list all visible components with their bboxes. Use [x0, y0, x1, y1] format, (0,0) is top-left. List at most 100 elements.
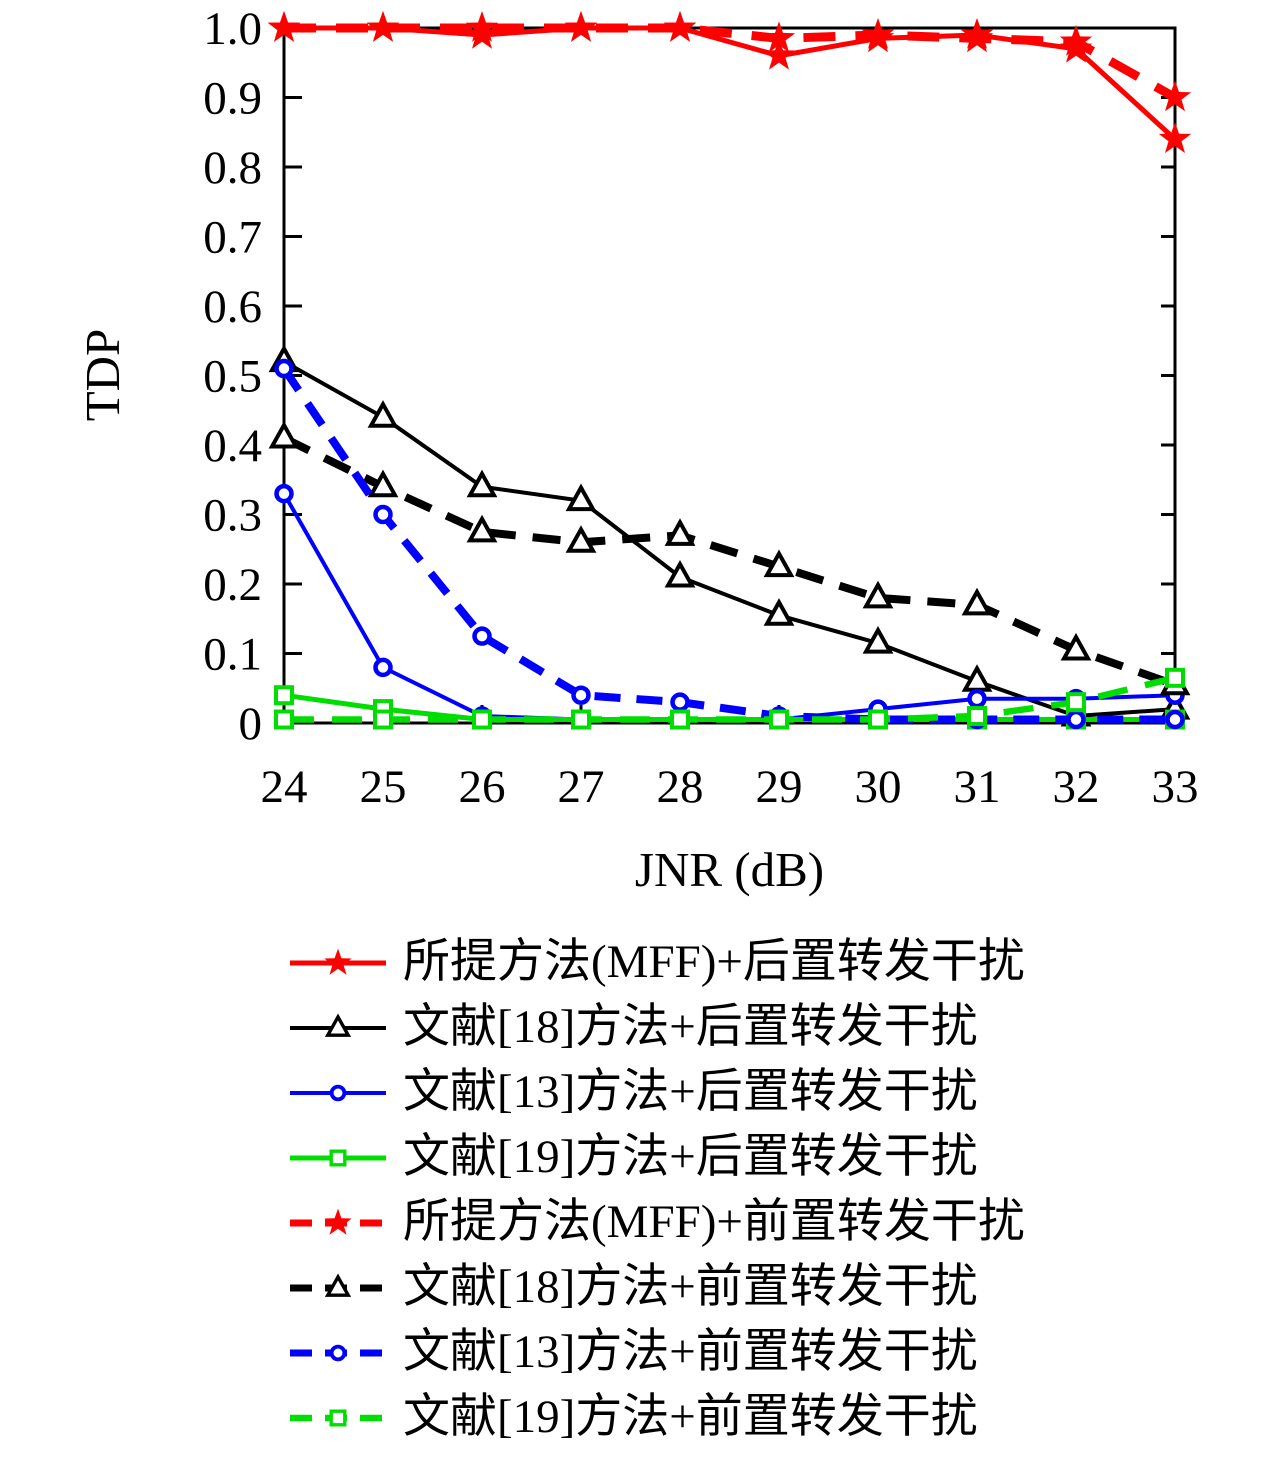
triangle-marker [862, 580, 894, 609]
star-marker [465, 11, 499, 42]
plot-border [282, 26, 1177, 725]
triangle-marker [565, 483, 597, 512]
legend-label: 文献[18]方法+前置转发干扰 [403, 1261, 978, 1313]
triangle-marker [324, 1012, 352, 1037]
square-marker [329, 1409, 347, 1427]
square-marker [373, 709, 393, 730]
triangle-marker [1060, 632, 1092, 661]
series-line [282, 492, 1176, 722]
series-solid-triangle [268, 344, 1191, 727]
triangle-marker [367, 469, 399, 498]
star-marker [1158, 122, 1192, 153]
square-marker [1066, 692, 1086, 713]
star-marker [564, 11, 598, 42]
x-axis-title: JNR (dB) [635, 842, 824, 897]
tdp-vs-jnr-chart: 0 0.1 0.2 0.3 0.4 0.5 0.6 0.7 0.8 0.9 1.0 24 25 26 27 2… [75, 3, 1199, 897]
legend-sample-dashed-square [290, 1409, 386, 1427]
x-tick-label: 30 [855, 761, 902, 813]
legend-sample-dashed-star [290, 1208, 386, 1235]
legend-item-0: 所提方法(MFF)+后置转发干扰 [288, 930, 1025, 995]
star-marker [762, 21, 796, 53]
x-tick-label: 31 [954, 761, 1001, 813]
triangle-marker [763, 598, 795, 626]
square-marker [670, 709, 690, 730]
legend-label: 文献[13]方法+后置转发干扰 [403, 1066, 978, 1118]
legend-sample-solid-star [290, 948, 386, 975]
star-marker [324, 1208, 352, 1235]
y-tick-label: 0.5 [203, 351, 262, 403]
y-tick-label: 0.9 [203, 73, 262, 125]
triangle-marker [664, 518, 696, 546]
square-marker [769, 709, 789, 730]
legend-label: 文献[18]方法+后置转发干扰 [403, 1001, 978, 1053]
legend-item-7: 文献[19]方法+前置转发干扰 [288, 1385, 1025, 1450]
x-tick-label: 25 [360, 761, 407, 813]
circle-marker [571, 685, 591, 705]
y-tick-label: 0.7 [203, 212, 262, 264]
series-dashed-square [274, 667, 1185, 730]
legend-item-6: 文献[13]方法+前置转发干扰 [288, 1320, 1025, 1385]
circle-marker [1165, 709, 1185, 730]
star-marker [960, 21, 994, 53]
series-line [283, 359, 1176, 719]
series-dashed-circle [274, 358, 1185, 730]
y-tick-label: 0.1 [203, 629, 262, 681]
series-line [282, 434, 1177, 689]
star-marker [861, 18, 895, 49]
triangle-marker [466, 514, 498, 543]
triangle-marker [664, 559, 696, 588]
circle-marker [274, 483, 294, 504]
circle-marker [670, 692, 690, 712]
square-marker [1165, 667, 1185, 688]
x-tick-label: 24 [261, 761, 308, 813]
triangle-marker [466, 469, 498, 498]
star-marker [1158, 80, 1192, 112]
x-tick-label: 26 [459, 761, 506, 813]
x-tick-label: 29 [756, 761, 803, 813]
star-marker [267, 11, 301, 42]
series-solid-circle [274, 483, 1185, 730]
legend-item-4: 所提方法(MFF)+前置转发干扰 [288, 1190, 1025, 1255]
circle-marker [967, 688, 987, 709]
x-tick-label: 27 [558, 761, 605, 813]
x-tick-label: 28 [657, 761, 704, 813]
triangle-marker [565, 525, 597, 553]
square-marker [967, 706, 987, 727]
y-tick-label: 0 [239, 698, 263, 750]
x-tick-label: 32 [1053, 761, 1100, 813]
series-line [280, 366, 1175, 724]
series-dashed-triangle [268, 420, 1191, 696]
legend-item-3: 文献[19]方法+后置转发干扰 [288, 1125, 1025, 1190]
legend-label: 文献[13]方法+前置转发干扰 [403, 1326, 978, 1378]
y-tick-label: 0.4 [203, 420, 262, 472]
circle-marker [329, 1344, 347, 1361]
star-marker [663, 11, 697, 42]
series-line [284, 23, 1178, 102]
legend-sample-solid-triangle [290, 1012, 386, 1037]
circle-marker [472, 626, 492, 646]
circle-marker [329, 1084, 347, 1101]
y-axis-title: TDP [75, 329, 130, 422]
circle-marker [1066, 709, 1086, 730]
y-tick-label: 0.2 [203, 559, 262, 611]
circle-marker [274, 358, 294, 379]
triangle-marker [324, 1272, 352, 1297]
triangle-marker [862, 625, 894, 654]
triangle-marker [961, 587, 993, 616]
star-marker [1059, 24, 1093, 56]
triangle-marker [268, 420, 300, 449]
legend-label: 所提方法(MFF)+前置转发干扰 [403, 1196, 1025, 1248]
square-marker [274, 685, 294, 706]
square-marker [868, 709, 888, 730]
triangle-marker [763, 549, 795, 578]
circle-marker [373, 657, 393, 678]
triangle-marker [367, 400, 399, 428]
x-tick-label: 33 [1152, 761, 1199, 813]
y-tick-label: 0.8 [203, 142, 262, 194]
legend-sample-solid-square [290, 1149, 386, 1167]
star-marker [324, 948, 352, 975]
series-line [284, 674, 1176, 723]
legend-item-2: 文献[13]方法+后置转发干扰 [288, 1060, 1025, 1125]
y-tick-label: 0.6 [203, 281, 262, 333]
